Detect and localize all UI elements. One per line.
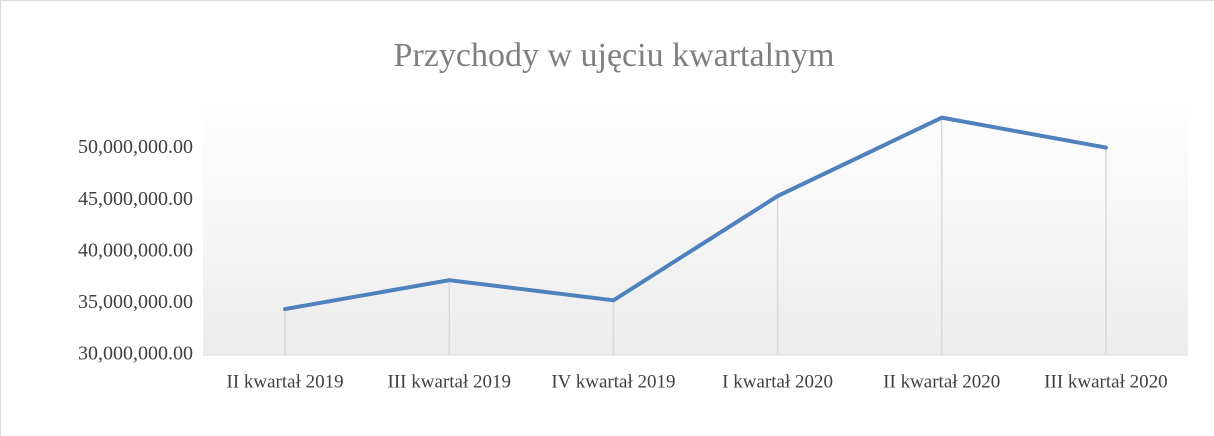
data-line (283, 115, 1108, 312)
plot-area (203, 97, 1188, 355)
x-tick-label: I kwartał 2020 (722, 371, 833, 392)
x-tick-label: III kwartał 2019 (388, 371, 511, 392)
y-tick-label: 30,000,000.00 (78, 343, 193, 365)
y-tick-label: 40,000,000.00 (78, 239, 193, 261)
chart-title: Przychody w ujęciu kwartalnym (394, 37, 835, 74)
y-tick-label: 35,000,000.00 (78, 291, 193, 313)
x-tick-label: IV kwartał 2019 (551, 371, 675, 392)
y-tick-label: 50,000,000.00 (78, 136, 193, 158)
x-tick-label: III kwartał 2020 (1044, 371, 1167, 392)
x-tick-label: II kwartał 2019 (227, 371, 344, 392)
x-tick-label: II kwartał 2020 (883, 371, 1000, 392)
y-tick-label: 45,000,000.00 (78, 188, 193, 210)
